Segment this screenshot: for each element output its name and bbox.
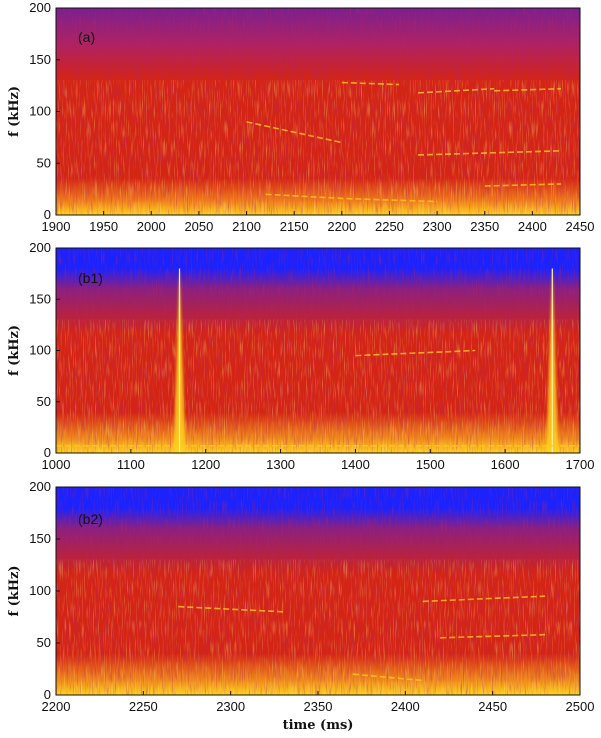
spectral-features-b1 [56,268,580,453]
frequency-line [418,150,561,156]
x-tick-label: 2400 [391,699,420,714]
frequency-line [484,183,561,187]
frequency-line [355,349,476,357]
x-axis-label: time (ms) [283,718,354,733]
x-tick-label: 2050 [184,219,213,234]
x-tick-label: 2400 [518,219,547,234]
x-tick-label: 2500 [566,699,595,714]
frequency-line [246,121,342,144]
x-tick-label: 1600 [491,457,520,472]
x-ticks-a: 1900 1950 2000 2050 2100 2150 2200 2250 2300 2350… [42,211,595,234]
x-tick-label: 2250 [375,219,404,234]
x-tick-label: 2350 [470,219,499,234]
y-tick-label: 50 [37,635,51,650]
x-tick-label: 2150 [280,219,309,234]
x-tick-label: 1900 [42,219,71,234]
panel-label-b2: (b2) [78,511,103,527]
panel-a: 1900 1950 2000 2050 2100 2150 2200 2250 2300 2350… [7,0,594,234]
y-tick-label: 150 [29,531,51,546]
spectrogram-image-b1 [56,248,580,453]
x-tick-label: 2250 [129,699,158,714]
y-tick-label: 100 [29,583,51,598]
panel-label-b1: (b1) [78,270,103,286]
y-tick-label: 200 [29,0,51,15]
panel-b2: 2200 2250 2300 2350 2400 2450 2500 0 50 100 150 20… [7,479,594,733]
y-axis-label-b1: f (kHz) [7,325,22,376]
x-tick-label: 2300 [423,219,452,234]
x-tick-label: 2200 [327,219,356,234]
frequency-line [422,595,546,603]
frequency-line [417,87,495,94]
y-tick-label: 150 [29,52,51,67]
y-tick-label: 200 [29,479,51,494]
panel-b1: 1000 1100 1200 1300 1400 1500 1600 1700 0 50 100 1… [7,240,594,472]
spectrogram-image-b2 [56,487,580,695]
x-tick-label: 1100 [117,457,145,472]
y-ticks-b1: 0 50 100 150 200 [29,240,60,460]
y-tick-label: 150 [29,291,51,306]
y-ticks-b2: 0 50 100 150 200 [29,479,60,702]
y-tick-label: 0 [44,687,51,702]
y-tick-label: 50 [37,155,51,170]
y-axis-label-b2: f (kHz) [7,565,22,616]
x-tick-label: 2000 [137,219,166,234]
spectral-features-b2 [178,595,546,682]
frequency-line [352,673,423,682]
x-tick-label: 1300 [266,457,295,472]
panel-label-a: (a) [78,29,95,45]
spectral-features-a [246,81,561,203]
x-tick-label: 2100 [232,219,261,234]
x-ticks-b1: 1000 1100 1200 1300 1400 1500 1600 1700 [42,449,595,472]
y-tick-label: 0 [44,207,51,222]
spectrogram-image-a [56,8,580,215]
frequency-line [265,193,438,203]
y-tick-label: 200 [29,240,51,255]
y-tick-label: 100 [29,343,51,358]
x-ticks-b2: 2200 2250 2300 2350 2400 2450 2500 [42,691,595,714]
x-tick-label: 1950 [89,219,118,234]
y-ticks-a: 0 50 100 150 200 [29,0,60,222]
x-tick-label: 2450 [566,219,595,234]
y-axis-label-a: f (kHz) [7,86,22,137]
frequency-line [494,87,561,92]
x-tick-label: 1700 [566,457,595,472]
y-tick-label: 50 [37,394,51,409]
x-tick-label: 2350 [304,699,333,714]
x-tick-label: 2450 [478,699,507,714]
x-tick-label: 1400 [341,457,370,472]
x-tick-label: 2200 [42,699,71,714]
frequency-line [341,81,400,86]
x-tick-label: 1000 [42,457,71,472]
x-tick-label: 2300 [216,699,245,714]
x-tick-label: 1200 [191,457,220,472]
y-tick-label: 100 [29,104,51,119]
x-tick-label: 1500 [416,457,445,472]
y-tick-label: 0 [44,445,51,460]
